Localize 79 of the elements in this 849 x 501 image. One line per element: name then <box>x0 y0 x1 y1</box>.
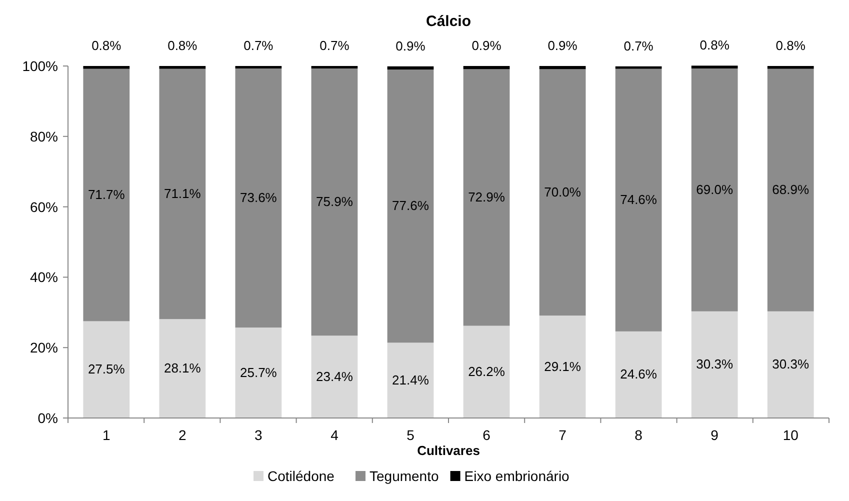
x-axis-title: Cultivares <box>417 443 480 458</box>
data-label: 71.1% <box>164 186 202 201</box>
bar <box>235 68 282 328</box>
data-label: 0.8% <box>700 38 730 53</box>
bar <box>767 68 814 312</box>
legend-label: Cotilédone <box>268 468 335 484</box>
data-label: 75.9% <box>316 194 354 210</box>
bar <box>235 328 282 418</box>
x-tick-label: 10 <box>782 427 799 443</box>
data-label: 30.3% <box>696 356 734 372</box>
data-label: 0.7% <box>244 38 274 53</box>
data-label: 68.9% <box>772 182 810 198</box>
legend-label: Eixo embrionário <box>464 468 570 484</box>
bar <box>539 316 586 418</box>
data-label: 0.9% <box>548 38 578 53</box>
bar <box>311 336 358 418</box>
bar <box>691 66 738 68</box>
chart-title: Cálcio <box>426 13 472 30</box>
bar <box>83 66 130 69</box>
data-label: 0.7% <box>320 38 350 53</box>
x-tick-label: 9 <box>710 427 719 443</box>
bar <box>311 68 358 336</box>
data-label: 29.1% <box>544 358 582 374</box>
bar <box>83 68 130 322</box>
data-label: 0.8% <box>776 38 806 53</box>
bar <box>159 319 206 418</box>
data-label: 73.6% <box>240 190 278 205</box>
data-label: 0.9% <box>472 38 502 53</box>
data-label: 0.8% <box>168 38 198 53</box>
bar <box>463 66 510 70</box>
y-tick-label: 0% <box>38 410 58 426</box>
data-label: 77.6% <box>392 198 430 214</box>
data-label: 27.5% <box>88 362 126 377</box>
x-tick-label: 5 <box>406 427 415 443</box>
bar <box>463 69 510 326</box>
x-tick-label: 7 <box>558 427 567 443</box>
y-tick-label: 60% <box>30 198 58 215</box>
y-tick-label: 20% <box>30 340 58 356</box>
bar <box>539 69 586 316</box>
data-label: 25.7% <box>240 364 278 380</box>
bar <box>615 68 662 332</box>
bar <box>387 66 434 70</box>
bar <box>159 66 206 69</box>
x-tick-label: 2 <box>178 427 187 443</box>
data-label: 0.9% <box>396 38 426 54</box>
data-label: 70.0% <box>544 184 582 200</box>
data-label: 0.7% <box>624 38 654 54</box>
data-label: 23.4% <box>316 368 354 384</box>
data-label: 74.6% <box>620 192 658 208</box>
x-tick-label: 6 <box>482 427 491 443</box>
bar <box>387 70 434 343</box>
bar <box>767 66 814 69</box>
x-tick-label: 4 <box>330 427 339 443</box>
x-tick-label: 8 <box>634 427 643 443</box>
y-tick-label: 100% <box>22 58 58 74</box>
data-label: 26.2% <box>468 364 506 379</box>
x-tick-label: 1 <box>102 427 110 443</box>
y-tick-label: 40% <box>30 269 58 286</box>
bar <box>615 331 662 418</box>
bar <box>83 321 130 418</box>
data-label: 0.8% <box>92 38 122 53</box>
data-label: 71.7% <box>88 187 126 202</box>
bar <box>691 311 738 418</box>
data-label: 28.1% <box>164 360 202 376</box>
bar <box>539 66 586 70</box>
data-label: 30.3% <box>772 356 810 372</box>
bar <box>463 326 510 418</box>
data-label: 21.4% <box>392 372 430 388</box>
bar <box>387 342 434 418</box>
bar <box>159 68 206 320</box>
data-label: 69.0% <box>696 182 734 197</box>
bar <box>691 68 738 312</box>
data-label: 72.9% <box>468 189 506 204</box>
legend-label: Tegumento <box>370 468 439 484</box>
y-tick-label: 80% <box>30 128 58 144</box>
bar <box>615 66 662 69</box>
x-tick-label: 3 <box>254 427 263 443</box>
bar <box>767 311 814 418</box>
data-label: 24.6% <box>620 366 658 382</box>
